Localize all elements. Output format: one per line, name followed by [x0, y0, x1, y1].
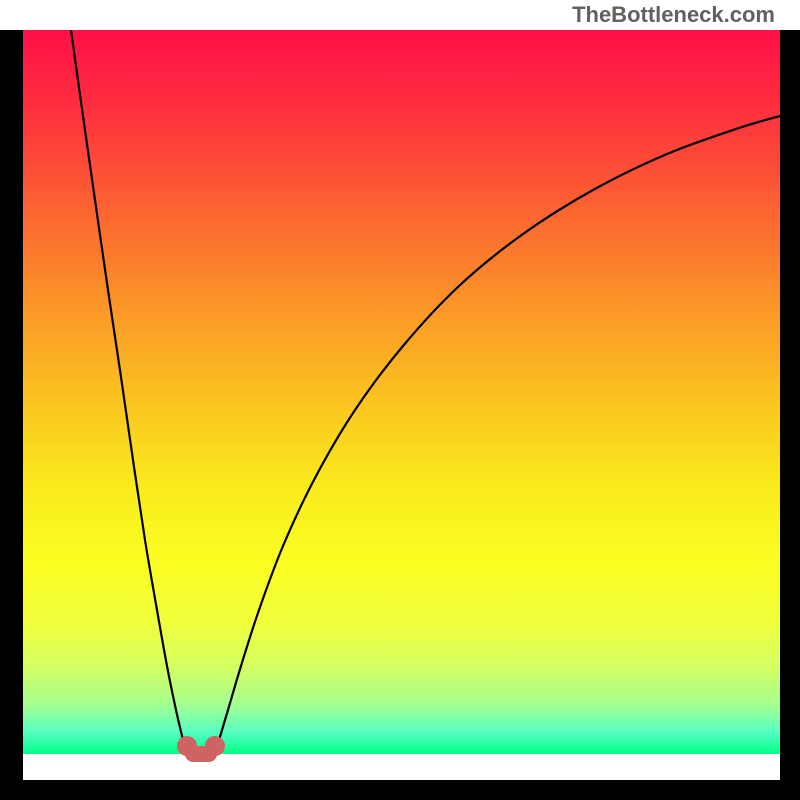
minimum-marker	[177, 736, 225, 762]
curve-left-branch	[71, 30, 183, 740]
frame-right	[780, 30, 800, 800]
frame-bottom	[0, 780, 800, 800]
attribution-text: TheBottleneck.com	[572, 2, 775, 28]
curve-right-branch	[219, 116, 780, 740]
bottleneck-chart: TheBottleneck.com	[0, 0, 800, 800]
frame-left	[0, 30, 23, 800]
marker-dot-right	[205, 736, 225, 756]
marker-dot-left	[177, 736, 197, 756]
plot-area	[23, 30, 780, 780]
chart-svg	[23, 30, 780, 780]
